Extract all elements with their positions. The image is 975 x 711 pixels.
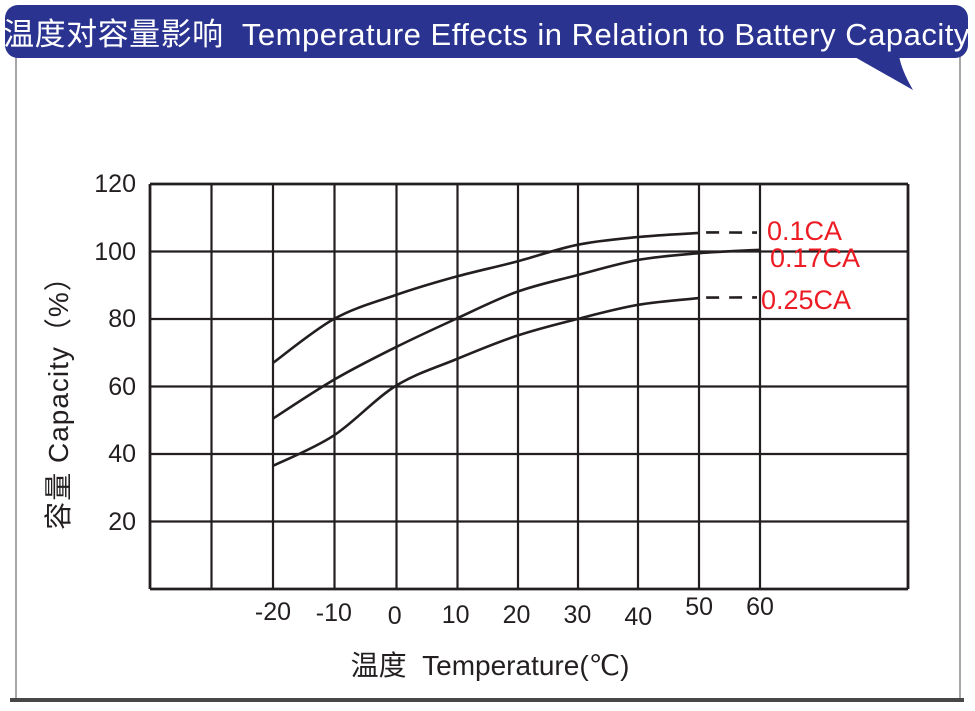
curve-0.1CA: [272, 231, 700, 364]
curve-label-0.25CA: 0.25CA: [761, 285, 852, 316]
x-tick-label: -10: [315, 599, 352, 627]
x-tick-label: 60: [746, 593, 774, 621]
y-tick-label: 80: [108, 305, 136, 333]
y-tick-label: 20: [108, 507, 136, 536]
x-tick-label: 50: [685, 593, 714, 621]
data-curves: [272, 231, 761, 467]
y-tick-label: 120: [94, 170, 136, 198]
y-tick-label: 40: [108, 440, 136, 468]
curve-label-0.17CA: 0.17CA: [770, 242, 861, 273]
x-tick-label: 0: [387, 602, 402, 630]
x-tick-label: 40: [624, 603, 653, 631]
curve-0.25CA: [272, 296, 700, 467]
page-title: 温度对容量影响 Temperature Effects in Relation …: [3, 17, 970, 52]
banner-tail: [853, 56, 913, 90]
y-tick-label: 100: [94, 237, 136, 266]
page-border: [10, 40, 964, 702]
x-tick-label: 20: [502, 601, 531, 629]
title-banner: 温度对容量影响 Temperature Effects in Relation …: [3, 5, 970, 58]
x-tick-label: 10: [441, 601, 470, 629]
curve-label-0.1CA: 0.1CA: [767, 215, 843, 246]
x-tick-label: 30: [563, 601, 592, 629]
grid-lines: [148, 182, 910, 591]
y-tick-label: 60: [108, 372, 136, 401]
curve-0.17CA: [272, 248, 761, 420]
x-tick-label: -20: [254, 598, 292, 626]
x-axis-title: 温度 Temperature(℃): [350, 650, 630, 681]
